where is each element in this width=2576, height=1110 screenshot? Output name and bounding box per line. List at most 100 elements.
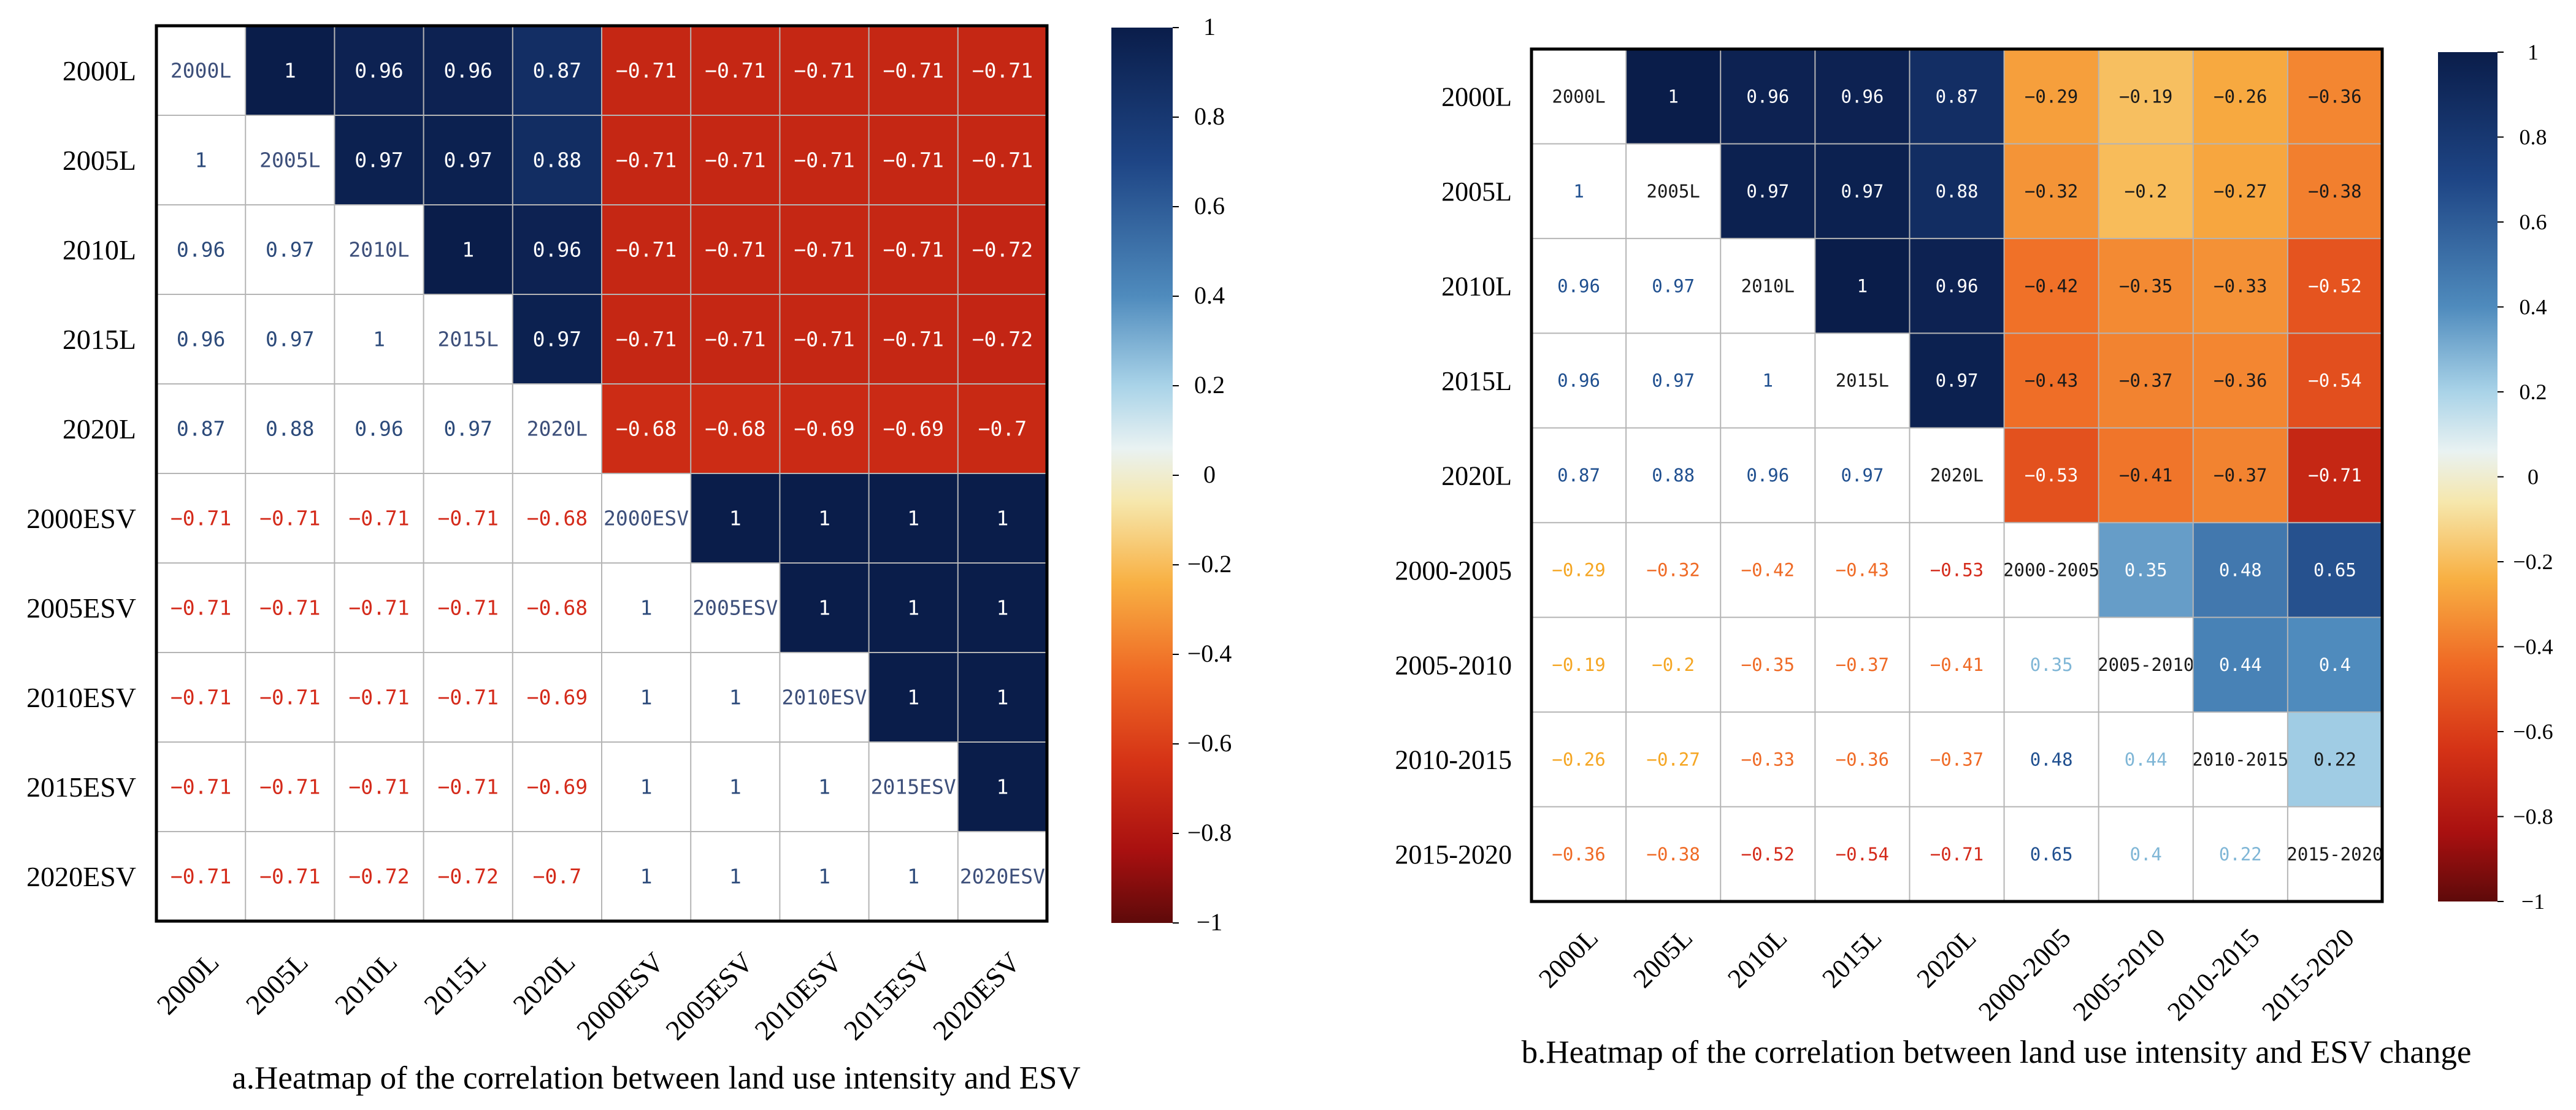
heatmap-cell — [1815, 333, 1910, 428]
heatmap-cell — [2193, 806, 2288, 901]
heatmap-cell — [780, 563, 869, 653]
heatmap-cell — [2287, 427, 2382, 523]
cell-value: −0.71 — [438, 507, 499, 530]
cell-value: −0.71 — [348, 686, 409, 710]
cell-value: 1 — [640, 596, 653, 620]
heatmap-cell — [868, 832, 958, 921]
cell-value: 1 — [907, 865, 919, 889]
cell-value: 0.97 — [1652, 370, 1695, 391]
heatmap-cell — [1531, 333, 1627, 428]
heatmap-cell — [2004, 522, 2099, 618]
colorbar-tick-label: −0.4 — [2513, 635, 2553, 659]
heatmap-cell — [423, 205, 513, 294]
heatmap-cell — [156, 742, 246, 832]
col-label: 2010L — [329, 946, 403, 1020]
colorbar-tick-label: 1 — [1203, 13, 1216, 40]
diagonal-label: 2005ESV — [692, 596, 778, 620]
cell-value: 1 — [729, 775, 742, 799]
cell-value: 0.44 — [2219, 654, 2262, 675]
heatmap-cell — [1720, 617, 1815, 713]
diagonal-label: 2000ESV — [604, 507, 689, 530]
heatmap-cell — [334, 742, 424, 832]
cell-value: 0.88 — [266, 417, 314, 441]
heatmap-cell — [2098, 617, 2193, 713]
heatmap-cell — [423, 473, 513, 563]
heatmap-cell — [602, 115, 691, 205]
cell-value: 0.97 — [1936, 370, 1979, 391]
heatmap-cell — [868, 384, 958, 473]
cell-value: −0.2 — [2125, 181, 2168, 202]
heatmap-cell — [602, 205, 691, 294]
cell-value: 0.22 — [2219, 844, 2262, 865]
caption-a: a.Heatmap of the correlation between lan… — [232, 1060, 1080, 1096]
cell-value: −0.26 — [2214, 86, 2267, 107]
cell-value: −0.43 — [2025, 370, 2078, 391]
heatmap-cell — [1720, 238, 1815, 334]
cell-value: −0.36 — [2308, 86, 2361, 107]
heatmap-cell — [512, 294, 602, 384]
cell-value: −0.71 — [794, 327, 854, 351]
heatmap-cell — [512, 832, 602, 921]
cell-value: 0.87 — [1557, 465, 1600, 486]
heatmap-cell — [245, 205, 335, 294]
col-label: 2020L — [507, 946, 581, 1020]
heatmap-a-row-labels: 2000L 2005L 2010L 2015L 2020L 2000ESV 2005ESV 2… — [26, 55, 136, 892]
cell-value: −0.35 — [1741, 654, 1795, 675]
heatmap-a-cells: 2000L 1 0.96 0.96 0.87 −0.71 −0.71 −0.71 −0.71 −0… — [156, 26, 1047, 921]
cell-value: 1 — [1668, 86, 1678, 107]
heatmap-cell — [334, 294, 424, 384]
heatmap-cell — [780, 205, 869, 294]
caption-b: b.Heatmap of the correlation between lan… — [1522, 1035, 2472, 1070]
heatmap-cell — [1531, 712, 1627, 807]
row-label: 2010ESV — [26, 682, 136, 713]
heatmap-cell — [245, 26, 335, 115]
heatmap-cell — [1626, 712, 1721, 807]
cell-value: −0.71 — [616, 148, 677, 172]
heatmap-cell — [2193, 712, 2288, 807]
cell-value: 1 — [1857, 275, 1868, 296]
heatmap-cell — [1815, 49, 1910, 144]
heatmap-cell — [156, 26, 246, 115]
heatmap-cell — [2287, 49, 2382, 144]
heatmap-cell — [957, 384, 1047, 473]
cell-value: −0.71 — [616, 238, 677, 262]
heatmap-cell — [2287, 144, 2382, 239]
heatmap-cell — [512, 742, 602, 832]
heatmap-cell — [156, 832, 246, 921]
cell-value: 0.96 — [443, 59, 492, 83]
cell-value: 1 — [462, 238, 474, 262]
cell-value: −0.29 — [1552, 560, 1605, 581]
heatmap-cell — [334, 563, 424, 653]
cell-value: 0.96 — [1557, 370, 1600, 391]
heatmap-cell — [512, 563, 602, 653]
cell-value: 0.4 — [2130, 844, 2162, 865]
heatmap-cell — [868, 742, 958, 832]
heatmap-cell — [691, 205, 780, 294]
colorbar-tick-label: 0.8 — [2520, 125, 2547, 150]
cell-value: 0.97 — [1841, 181, 1884, 202]
heatmap-cell — [957, 563, 1047, 653]
cell-value: −0.38 — [1647, 844, 1700, 865]
cell-value: −0.71 — [1930, 844, 1984, 865]
cell-value: 0.4 — [2319, 654, 2351, 675]
heatmap-cell — [1909, 49, 2004, 144]
colorbar-tick-label: 0.6 — [1194, 192, 1225, 220]
cell-value: 1 — [284, 59, 296, 83]
cell-value: 1 — [818, 596, 830, 620]
heatmap-cell — [2287, 333, 2382, 428]
heatmap-cell — [691, 294, 780, 384]
heatmap-cell — [691, 384, 780, 473]
heatmap-cell — [423, 742, 513, 832]
heatmap-cell — [1909, 806, 2004, 901]
cell-value: −0.71 — [259, 686, 320, 710]
col-label: 2005-2010 — [2067, 922, 2171, 1026]
heatmap-cell — [334, 205, 424, 294]
heatmap-cell — [1626, 617, 1721, 713]
cell-value: −0.72 — [972, 327, 1033, 351]
cell-value: 0.97 — [266, 327, 314, 351]
heatmap-cell — [2004, 427, 2099, 523]
cell-value: 1 — [195, 148, 207, 172]
heatmap-cell — [1909, 617, 2004, 713]
diagonal-label: 2000L — [1552, 86, 1605, 107]
cell-value: 0.48 — [2030, 749, 2073, 770]
